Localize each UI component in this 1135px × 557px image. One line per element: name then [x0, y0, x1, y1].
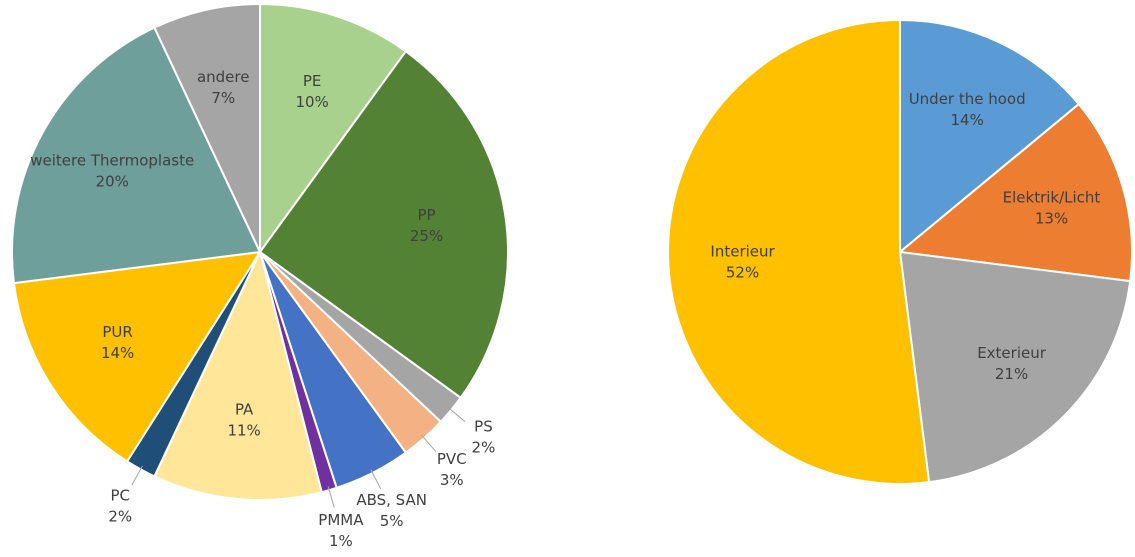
data-label-value: 25%: [410, 227, 443, 245]
data-label-value: 14%: [101, 344, 134, 362]
pie-slice: [153, 249, 323, 501]
leader-line: [327, 486, 335, 508]
data-label-value: 2%: [108, 508, 132, 526]
data-label-name: PA: [235, 400, 254, 418]
pie-slice: [667, 18, 931, 485]
leader-line: [370, 469, 382, 490]
pie-slice: [259, 2, 408, 256]
data-label-name: Elektrik/Licht: [1003, 188, 1101, 206]
pie-slice: [153, 2, 261, 253]
data-label-name: Interieur: [710, 242, 775, 260]
pie-slice: [897, 102, 1133, 283]
data-label-name: ABS, SAN: [356, 491, 427, 509]
data-label-value: 10%: [295, 93, 328, 111]
data-label-name: weitere Thermoplaste: [30, 151, 194, 169]
data-label-value: 52%: [726, 263, 759, 281]
data-label-value: 7%: [211, 89, 235, 107]
data-label-name: Exterieur: [977, 344, 1047, 362]
data-label-value: 5%: [380, 512, 404, 530]
data-label-name: PP: [418, 206, 436, 224]
leader-line: [420, 434, 437, 452]
pie-slice: [258, 49, 509, 400]
pie-slice: [899, 18, 1081, 255]
data-label-name: PVC: [437, 450, 467, 468]
data-label-name: PE: [303, 72, 322, 90]
data-label-value: 13%: [1035, 209, 1068, 227]
leader-line: [131, 465, 143, 486]
leader-line: [447, 407, 466, 422]
data-label-name: andere: [197, 68, 250, 86]
data-label-name: PS: [474, 417, 493, 435]
pie-slice: [898, 250, 1132, 484]
data-label-name: Under the hood: [909, 90, 1026, 108]
data-label-value: 20%: [96, 172, 129, 190]
data-label-name: PMMA: [318, 511, 364, 529]
data-label-value: 1%: [329, 532, 353, 550]
data-label-value: 21%: [995, 365, 1028, 383]
data-label-name: PC: [111, 487, 131, 505]
data-label-value: 14%: [950, 111, 983, 129]
pie-slice: [12, 250, 262, 463]
data-label-value: 11%: [227, 421, 260, 439]
pie-slice: [11, 26, 262, 285]
data-label-value: 3%: [440, 471, 464, 489]
data-label-name: PUR: [102, 323, 132, 341]
data-label-value: 2%: [472, 438, 496, 456]
